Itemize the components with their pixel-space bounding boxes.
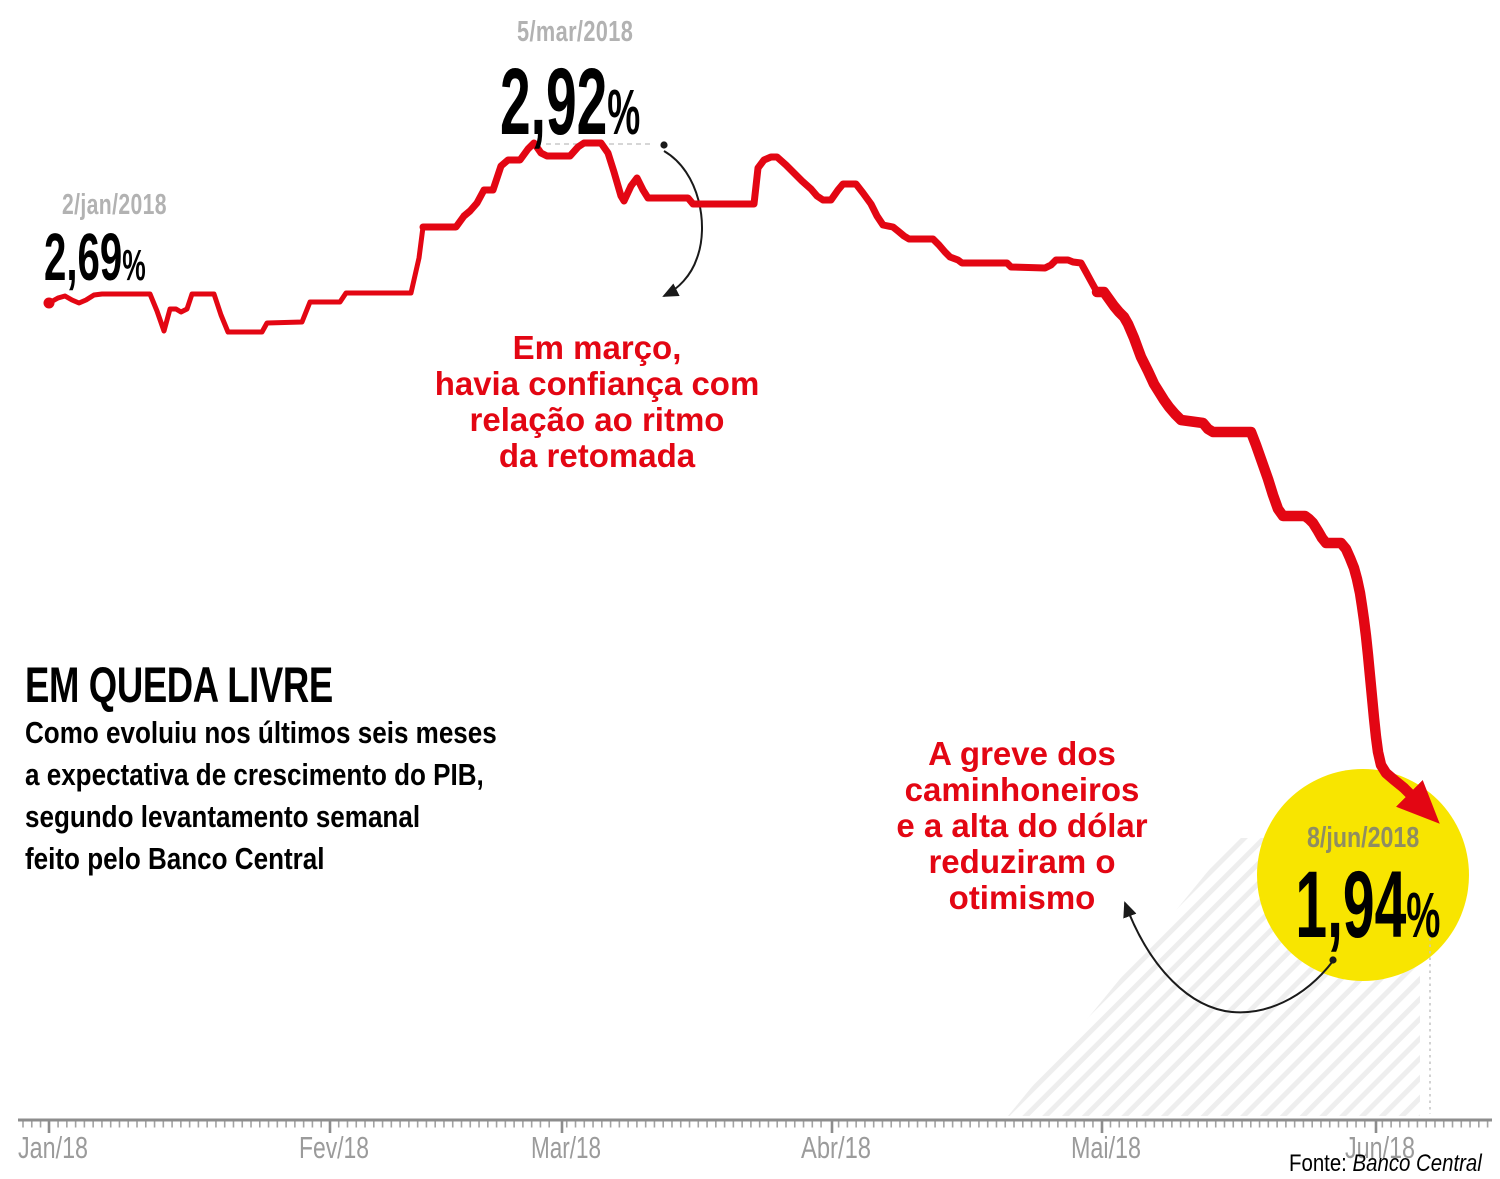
end-value-percent-sign: % [1406, 879, 1441, 951]
title-block: EM QUEDA LIVRE [25, 660, 447, 710]
end-value: 1,94% [1263, 858, 1473, 953]
source-name: Banco Central [1352, 1150, 1482, 1177]
subtitle-line: a expectativa de crescimento do PIB, [25, 757, 484, 792]
march-note-line: da retomada [498, 437, 696, 474]
strike-note-line: otimismo [948, 879, 1096, 916]
march-note-line: relação ao ritmo [469, 401, 725, 438]
source-label: Fonte: [1289, 1150, 1348, 1177]
subtitle-line: feito pelo Banco Central [25, 841, 325, 876]
march-note-line: havia confiança com [434, 365, 760, 402]
series-start-dot [43, 297, 55, 309]
strike-note-line: A greve dos [928, 735, 1116, 772]
x-axis-month-label: Jun/18 [1345, 1130, 1415, 1165]
data-line-mid [419, 139, 1101, 296]
subtitle-line: segundo levantamento semanal [25, 799, 421, 834]
march-note-arrow [662, 150, 703, 297]
peak-date-label: 5/mar/2018 [517, 16, 634, 48]
peak-value-percent-sign: % [607, 76, 641, 148]
data-line-plunge-arrow [1091, 286, 1440, 824]
subtitle-block: Como evoluiu nos últimos seis meses a ex… [25, 712, 587, 880]
subtitle-line: Como evoluiu nos últimos seis meses [25, 715, 497, 750]
march-note-line: Em março, [512, 329, 682, 366]
march-note: Em março, havia confiança com relação ao… [417, 330, 777, 474]
start-value-number: 2,69 [44, 220, 123, 295]
strike-note-line: caminhoneiros [904, 771, 1140, 808]
strike-note-line: e a alta do dólar [896, 807, 1148, 844]
end-value-number: 1,94 [1295, 852, 1407, 958]
x-axis-month-label: Abr/18 [801, 1130, 871, 1165]
source-block: Fonte: Banco Central [1255, 1150, 1482, 1178]
x-axis-month-label: Fev/18 [299, 1130, 369, 1165]
page-title: EM QUEDA LIVRE [25, 657, 333, 713]
x-axis-month-label: Mai/18 [1071, 1130, 1141, 1165]
strike-note-arrow [1123, 901, 1334, 1014]
peak-value: 2,92% [500, 55, 742, 150]
end-callout-date: 8/jun/2018 [1263, 822, 1463, 855]
strike-note: A greve dos caminhoneiros e a alta do dó… [862, 736, 1182, 916]
x-axis-month-label: Jan/18 [18, 1130, 88, 1165]
peak-reference-dot [660, 141, 668, 149]
start-callout: 2/jan/2018 [62, 189, 206, 222]
peak-callout: 5/mar/2018 [517, 16, 672, 49]
data-line-early [46, 224, 426, 335]
start-date-label: 2/jan/2018 [62, 189, 167, 221]
start-value-percent-sign: % [122, 241, 146, 290]
x-axis-month-label: Mar/18 [531, 1130, 601, 1165]
end-date-label: 8/jun/2018 [1306, 822, 1420, 854]
peak-value-number: 2,92 [500, 49, 608, 155]
strike-note-line: reduziram o [928, 843, 1116, 880]
start-value: 2,69% [44, 224, 214, 291]
